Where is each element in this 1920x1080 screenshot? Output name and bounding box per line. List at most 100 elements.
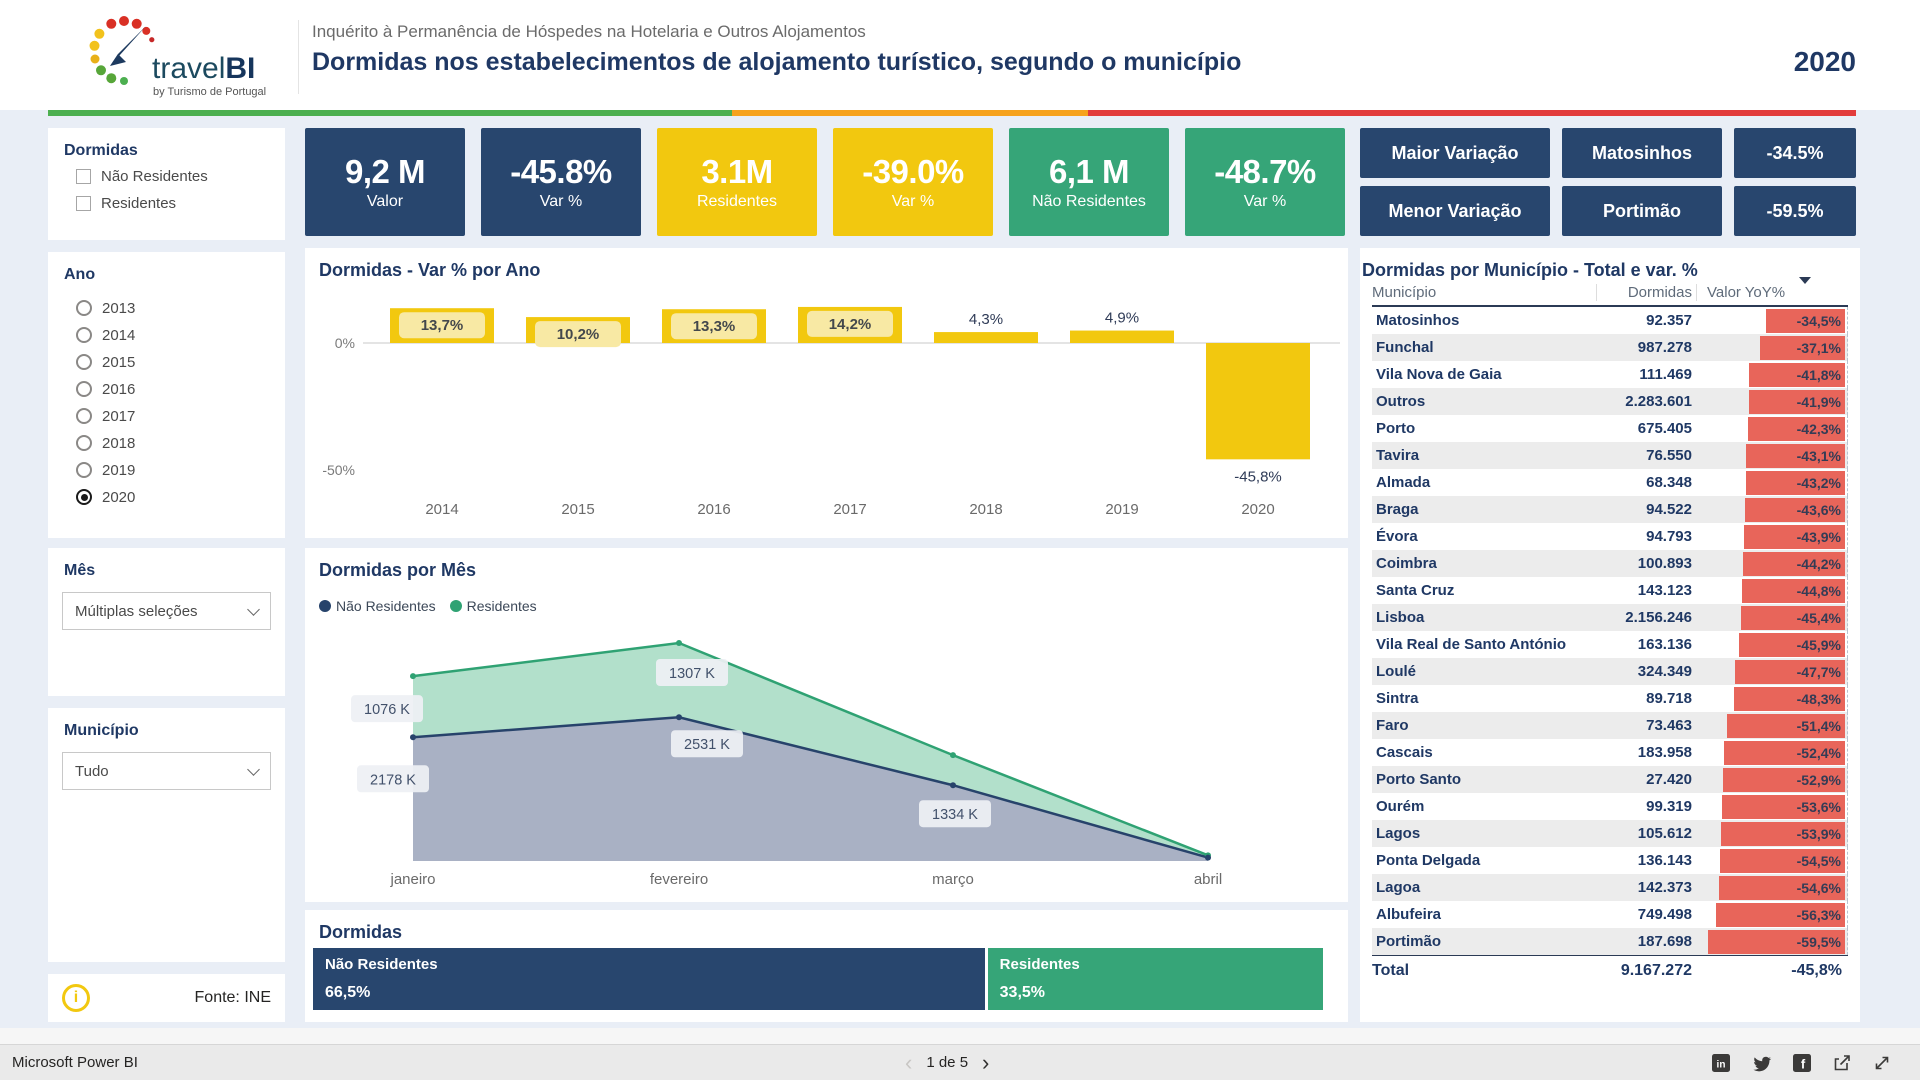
table-row[interactable]: Lisboa 2.156.246 -45,4% bbox=[1372, 604, 1848, 631]
bar-2018[interactable] bbox=[934, 332, 1038, 343]
cell-yoy: -53,9% bbox=[1696, 820, 1848, 847]
next-page-icon[interactable]: › bbox=[982, 1049, 990, 1075]
radio-icon[interactable] bbox=[76, 462, 92, 478]
col-municipio-header[interactable]: Município bbox=[1372, 284, 1437, 301]
col-yoy-header[interactable]: Valor YoY% bbox=[1696, 277, 1848, 301]
ano-option-2017[interactable]: 2017 bbox=[48, 400, 285, 427]
svg-text:-45,8%: -45,8% bbox=[1234, 468, 1282, 485]
info-icon[interactable]: i bbox=[62, 984, 90, 1012]
yoy-data-bar bbox=[1748, 362, 1845, 387]
ano-option-2019[interactable]: 2019 bbox=[48, 454, 285, 481]
cell-municipio: Almada bbox=[1376, 474, 1431, 491]
municipio-table-title: Dormidas por Município - Total e var. % bbox=[1362, 260, 1698, 280]
cell-dormidas: 324.349 bbox=[1637, 663, 1692, 680]
ano-option-2018[interactable]: 2018 bbox=[48, 427, 285, 454]
app-name: Microsoft Power BI bbox=[12, 1054, 138, 1071]
dormidas-option-residentes[interactable]: Residentes bbox=[48, 187, 285, 214]
radio-icon[interactable] bbox=[76, 489, 92, 505]
cell-municipio: Coimbra bbox=[1376, 555, 1437, 572]
cell-yoy: -43,2% bbox=[1696, 469, 1848, 496]
table-row[interactable]: Ourém 99.319 -53,6% bbox=[1372, 793, 1848, 820]
table-row[interactable]: Lagos 105.612 -53,9% bbox=[1372, 820, 1848, 847]
kpi-value: 6,1 M bbox=[1048, 153, 1130, 190]
table-row[interactable]: Porto 675.405 -42,3% bbox=[1372, 415, 1848, 442]
quota-residentes-segment[interactable]: Residentes 33,5% bbox=[987, 948, 1323, 1010]
strip-green-segment bbox=[48, 110, 732, 116]
mes-dropdown[interactable]: Múltiplas seleções bbox=[62, 592, 271, 630]
municipio-dropdown[interactable]: Tudo bbox=[62, 752, 271, 790]
ano-option-2016[interactable]: 2016 bbox=[48, 373, 285, 400]
municipio-dropdown-value: Tudo bbox=[75, 762, 109, 780]
cell-yoy: -44,2% bbox=[1696, 550, 1848, 577]
radio-icon[interactable] bbox=[76, 435, 92, 451]
table-row[interactable]: Portimão 187.698 -59,5% bbox=[1372, 928, 1848, 955]
share-icon[interactable] bbox=[1832, 1053, 1852, 1073]
quota-nao-residentes-segment[interactable]: Não Residentes 66,5% bbox=[313, 948, 985, 1010]
table-row[interactable]: Faro 73.463 -51,4% bbox=[1372, 712, 1848, 739]
por-mes-chart-card: Dormidas por Mês Não Residentes Resident… bbox=[305, 548, 1348, 902]
table-row[interactable]: Matosinhos 92.357 -34,5% bbox=[1372, 307, 1848, 334]
table-row[interactable]: Loulé 324.349 -47,7% bbox=[1372, 658, 1848, 685]
quota-residentes-label: Residentes bbox=[999, 956, 1080, 973]
chevron-down-icon bbox=[247, 602, 260, 616]
bar-2019[interactable] bbox=[1070, 330, 1174, 343]
checkbox-icon[interactable] bbox=[76, 168, 91, 184]
ano-option-2014[interactable]: 2014 bbox=[48, 319, 285, 346]
table-row[interactable]: Ponta Delgada 136.143 -54,5% bbox=[1372, 847, 1848, 874]
yoy-data-bar bbox=[1726, 713, 1845, 738]
dormidas-option-não-residentes[interactable]: Não Residentes bbox=[48, 160, 285, 187]
variacao-0-municipio: Matosinhos bbox=[1562, 128, 1722, 178]
col-dormidas-header[interactable]: Dormidas bbox=[1596, 284, 1696, 301]
kpi-label: Não Residentes bbox=[1032, 193, 1146, 210]
table-row[interactable]: Funchal 987.278 -37,1% bbox=[1372, 334, 1848, 361]
ano-option-2015[interactable]: 2015 bbox=[48, 346, 285, 373]
table-row[interactable]: Albufeira 749.498 -56,3% bbox=[1372, 901, 1848, 928]
table-row[interactable]: Lagoa 142.373 -54,6% bbox=[1372, 874, 1848, 901]
radio-icon[interactable] bbox=[76, 327, 92, 343]
total-label: Total bbox=[1372, 961, 1410, 979]
cell-yoy: -45,9% bbox=[1696, 631, 1848, 658]
kpi-card-2: 3.1M Residentes bbox=[657, 128, 817, 236]
table-row[interactable]: Almada 68.348 -43,2% bbox=[1372, 469, 1848, 496]
facebook-icon[interactable]: f bbox=[1792, 1053, 1812, 1073]
kpi-label: Valor bbox=[366, 193, 404, 210]
kpi-label: Residentes bbox=[696, 193, 778, 210]
checkbox-icon[interactable] bbox=[76, 195, 91, 211]
fullscreen-icon[interactable] bbox=[1872, 1053, 1892, 1073]
table-row[interactable]: Tavira 76.550 -43,1% bbox=[1372, 442, 1848, 469]
cell-yoy: -45,4% bbox=[1696, 604, 1848, 631]
table-row[interactable]: Braga 94.522 -43,6% bbox=[1372, 496, 1848, 523]
cell-dormidas: 143.123 bbox=[1637, 582, 1692, 599]
filter-mes-panel: Mês Múltiplas seleções bbox=[48, 548, 285, 696]
kpi-label: Var % bbox=[891, 193, 935, 210]
linkedin-icon[interactable]: in bbox=[1711, 1053, 1731, 1073]
table-row[interactable]: Santa Cruz 143.123 -44,8% bbox=[1372, 577, 1848, 604]
statusbar-icons: in f bbox=[1711, 1053, 1892, 1073]
table-row[interactable]: Cascais 183.958 -52,4% bbox=[1372, 739, 1848, 766]
ano-option-2020[interactable]: 2020 bbox=[48, 481, 285, 508]
svg-text:2178 K: 2178 K bbox=[370, 772, 416, 788]
prev-page-icon[interactable]: ‹ bbox=[905, 1049, 913, 1075]
yoy-data-bar bbox=[1765, 308, 1845, 333]
radio-icon[interactable] bbox=[76, 354, 92, 370]
radio-icon[interactable] bbox=[76, 381, 92, 397]
yoy-data-bar bbox=[1719, 848, 1845, 873]
cell-dormidas: 76.550 bbox=[1646, 447, 1692, 464]
cell-municipio: Lagos bbox=[1376, 825, 1421, 842]
table-row[interactable]: Outros 2.283.601 -41,9% bbox=[1372, 388, 1848, 415]
cell-municipio: Portimão bbox=[1376, 933, 1442, 950]
table-row[interactable]: Vila Nova de Gaia 111.469 -41,8% bbox=[1372, 361, 1848, 388]
table-row[interactable]: Évora 94.793 -43,9% bbox=[1372, 523, 1848, 550]
twitter-icon[interactable] bbox=[1751, 1053, 1772, 1073]
bar-2020[interactable] bbox=[1206, 343, 1310, 460]
radio-icon[interactable] bbox=[76, 408, 92, 424]
radio-icon[interactable] bbox=[76, 300, 92, 316]
table-row[interactable]: Vila Real de Santo António 163.136 -45,9% bbox=[1372, 631, 1848, 658]
table-row[interactable]: Sintra 89.718 -48,3% bbox=[1372, 685, 1848, 712]
cell-yoy: -34,5% bbox=[1696, 307, 1848, 334]
yoy-value: -37,1% bbox=[1796, 339, 1841, 356]
table-row[interactable]: Porto Santo 27.420 -52,9% bbox=[1372, 766, 1848, 793]
ano-option-2013[interactable]: 2013 bbox=[48, 292, 285, 319]
table-row[interactable]: Coimbra 100.893 -44,2% bbox=[1372, 550, 1848, 577]
por-mes-chart-title: Dormidas por Mês bbox=[319, 560, 477, 580]
